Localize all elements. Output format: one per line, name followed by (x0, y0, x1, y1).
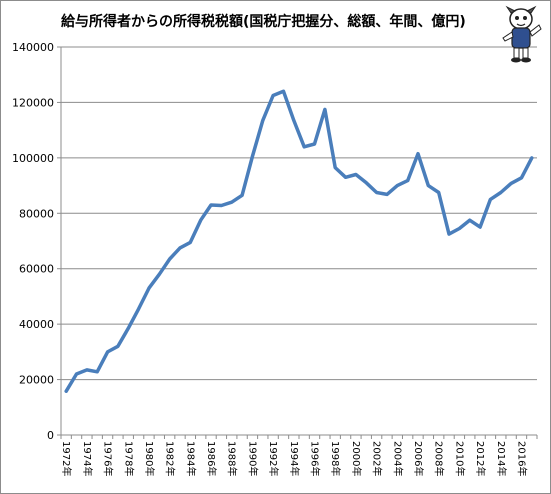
data-point (261, 119, 264, 122)
data-point (427, 184, 430, 187)
data-point (147, 286, 151, 290)
y-tick-label: 60000 (19, 263, 54, 276)
data-point (85, 368, 89, 372)
data-point (106, 350, 109, 354)
x-tick-label: 1980年 (143, 441, 156, 476)
y-tick-label: 140000 (12, 41, 54, 54)
data-point (478, 225, 482, 229)
gridlines (61, 46, 537, 381)
data-point (189, 241, 192, 244)
y-tick-label: 120000 (12, 96, 54, 109)
y-tick-label: 20000 (19, 374, 54, 387)
data-point (178, 246, 182, 250)
x-tick-label: 2012年 (474, 441, 487, 476)
x-tick-label: 2014年 (495, 441, 508, 476)
data-point (64, 390, 68, 393)
x-tick-label: 1982年 (164, 441, 177, 476)
data-point (127, 327, 130, 330)
y-tick-label: 40000 (19, 318, 54, 331)
data-point (75, 372, 78, 376)
data-point (385, 193, 389, 196)
data-point (137, 307, 140, 311)
data-point (282, 90, 285, 93)
y-tick-label: 100000 (12, 152, 54, 165)
data-point (406, 179, 409, 182)
x-tick-label: 1988年 (226, 441, 239, 476)
x-tick-label: 1986年 (205, 441, 218, 476)
data-point (199, 219, 202, 222)
x-tick-label: 1978年 (122, 441, 135, 476)
data-point (396, 184, 399, 187)
data-point (271, 94, 275, 97)
data-point (220, 204, 223, 207)
data-point (323, 108, 327, 111)
x-tick-label: 1992年 (267, 441, 280, 476)
x-tick-label: 1990年 (246, 441, 259, 476)
data-point (520, 176, 523, 180)
y-tick-label: 80000 (19, 207, 54, 220)
data-point (209, 203, 213, 207)
chart-title: 給与所得者からの所得税税額(国税庁把握分、総額、年間、億円) (61, 14, 466, 30)
x-tick-label: 1976年 (102, 441, 115, 476)
data-point (344, 176, 347, 179)
x-tick-label: 2002年 (371, 441, 384, 476)
data-point (375, 191, 378, 194)
data-point (251, 155, 254, 158)
mascot-illustration (502, 5, 542, 63)
series-line (64, 89, 534, 393)
x-tick-label: 1984年 (184, 441, 197, 476)
data-point (313, 142, 316, 146)
y-tick-label: 0 (47, 429, 54, 442)
x-tick-label: 1994年 (288, 441, 301, 476)
series-layer (64, 89, 534, 393)
x-tick-label: 2008年 (433, 441, 446, 476)
x-tick-label: 1974年 (81, 441, 94, 476)
data-point (365, 181, 368, 184)
data-point (447, 232, 451, 236)
data-point (437, 191, 440, 194)
data-point (354, 173, 358, 176)
data-point (292, 119, 296, 122)
data-point (96, 370, 99, 374)
x-tick-label: 1996年 (309, 441, 322, 476)
data-point (230, 201, 233, 204)
x-tick-label: 1972年 (60, 441, 73, 476)
data-point (458, 227, 461, 230)
data-point (168, 257, 171, 261)
data-point (240, 194, 244, 197)
axes (57, 46, 538, 439)
data-point (334, 166, 337, 169)
data-point (116, 345, 120, 348)
x-tick-label: 2016年 (515, 441, 528, 476)
data-point (416, 152, 420, 155)
x-tick-label: 1998年 (329, 441, 342, 476)
data-point (509, 182, 513, 185)
x-axis-tick-labels: 1972年 1974年 1976年 1978年 1980年 1982年 1984年 1986年… (60, 441, 528, 476)
y-axis-tick-labels: 0 20000 40000 60000 80000 100000 120000 140000 (12, 41, 54, 442)
x-tick-label: 2004年 (391, 441, 404, 476)
data-point (468, 219, 471, 222)
data-point (489, 198, 492, 201)
x-tick-label: 2000年 (350, 441, 363, 476)
data-point (499, 191, 502, 194)
data-point (302, 145, 306, 148)
data-point (530, 156, 534, 160)
x-tick-label: 2006年 (412, 441, 425, 476)
data-point (158, 273, 161, 276)
x-tick-label: 2010年 (453, 441, 466, 476)
